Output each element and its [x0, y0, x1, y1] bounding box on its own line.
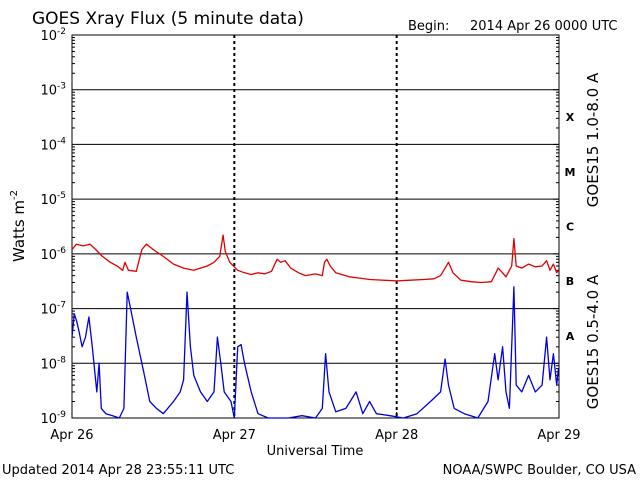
plot-frame	[71, 34, 560, 419]
y-tick-label: 10-4	[40, 136, 66, 153]
y-tick-label: 10-7	[40, 301, 66, 318]
credit-text: NOAA/SWPC Boulder, CO USA	[443, 463, 636, 478]
series-line-long	[71, 234, 559, 284]
y-tick-label: 10-5	[40, 191, 66, 208]
x-tick-label: Apr 26	[50, 428, 93, 443]
legend-label-short: GOES15 0.5-4.0 A	[584, 274, 602, 409]
series-line-short	[71, 286, 560, 419]
y-axis-label-exponent: -2	[9, 190, 20, 200]
y-tick-label: 10-6	[40, 246, 66, 263]
y-tick-label: 10-2	[40, 27, 66, 44]
updated-timestamp: Updated 2014 Apr 28 23:55:11 UTC	[2, 463, 234, 478]
flare-class-label: B	[566, 275, 574, 288]
y-tick-labels: 10-2 10-3 10-4 10-5 10-6 10-7 10-8 10-9	[40, 27, 66, 427]
legend-series-short: GOES15 0.5-4.0 A	[584, 274, 602, 409]
x-tick-labels: Apr 26 Apr 27 Apr 28 Apr 29	[50, 428, 580, 443]
begin-value: 2014 Apr 26 0000 UTC	[470, 19, 618, 34]
y-axis-label: Watts m	[10, 200, 28, 262]
flare-class-label: M	[565, 166, 576, 179]
x-tick-label: Apr 29	[537, 428, 580, 443]
grid-layer	[71, 34, 560, 419]
flare-class-labels: X M C B A	[565, 111, 576, 343]
y-tick-label: 10-3	[40, 82, 66, 99]
legend-label-long: GOES15 1.0-8.0 A	[584, 72, 602, 207]
x-tick-label: Apr 27	[213, 428, 256, 443]
flare-class-label: C	[566, 221, 574, 234]
x-axis-label: Universal Time	[267, 444, 364, 459]
y-tick-label: 10-9	[40, 410, 66, 427]
y-axis-label-group: Watts m-2	[9, 190, 28, 262]
chart-title: GOES Xray Flux (5 minute data)	[32, 9, 304, 29]
y-tick-label: 10-8	[40, 355, 66, 372]
flare-class-label: X	[566, 111, 575, 124]
series-layer	[71, 234, 560, 419]
svg-text:Watts m-2: Watts m-2	[9, 190, 28, 262]
x-tick-label: Apr 28	[375, 428, 418, 443]
legend-series-long: GOES15 1.0-8.0 A	[584, 72, 602, 207]
flare-class-label: A	[566, 330, 575, 343]
begin-label: Begin:	[408, 19, 449, 34]
